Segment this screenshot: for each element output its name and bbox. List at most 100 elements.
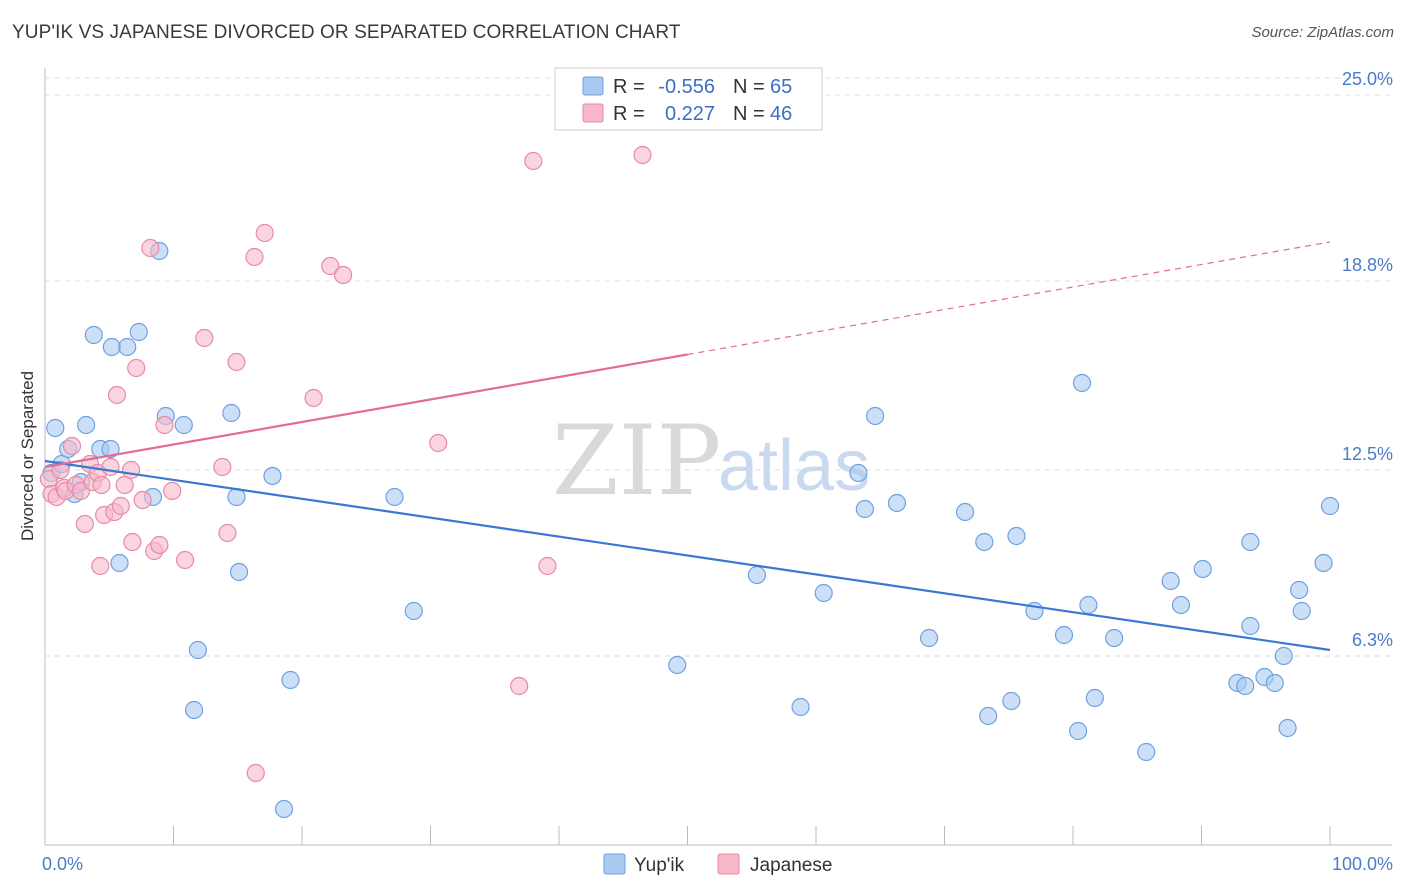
japanese-point-44 xyxy=(633,145,652,165)
legend-n-value-japanese: 46 xyxy=(770,103,792,125)
yupik-point-23 xyxy=(263,466,282,486)
yupik-point-36 xyxy=(919,628,939,648)
japanese-point-36 xyxy=(245,247,264,267)
japanese-point-6 xyxy=(62,436,82,456)
yupik-point-11 xyxy=(110,553,129,573)
yupik-point-33 xyxy=(855,499,874,519)
yupik-point-49 xyxy=(1137,742,1156,762)
japanese-point-30 xyxy=(175,550,195,570)
japanese-point-38 xyxy=(304,388,323,408)
japanese-point-39 xyxy=(321,256,340,276)
legend-swatch-japanese xyxy=(582,103,604,123)
legend-n-label-japanese: N = xyxy=(733,103,765,125)
scatter-points xyxy=(39,145,1340,819)
yupik-point-31 xyxy=(814,583,833,603)
yupik-point-17 xyxy=(174,415,193,435)
yupik-point-52 xyxy=(1193,559,1212,579)
japanese-point-34 xyxy=(227,352,246,372)
yupik-point-64 xyxy=(1320,496,1340,516)
yupik-point-61 xyxy=(1290,580,1309,600)
yupik-point-32 xyxy=(849,463,868,483)
x-tick-label-1: 100.0% xyxy=(1332,854,1393,874)
japanese-point-13 xyxy=(91,556,110,576)
bottom-legend-label-yupik: Yup'ik xyxy=(634,855,685,876)
japanese-point-22 xyxy=(123,532,142,552)
japanese-point-42 xyxy=(510,676,529,696)
japanese-trend-line-solid xyxy=(44,353,688,469)
yupik-point-35 xyxy=(887,493,907,513)
yupik-point-43 xyxy=(1054,625,1074,645)
yupik-point-63 xyxy=(1314,553,1333,573)
yupik-point-6 xyxy=(77,415,96,435)
yupik-point-37 xyxy=(955,502,975,522)
bottom-legend-swatch-yupik xyxy=(603,853,626,875)
yupik-point-56 xyxy=(1241,532,1260,552)
japanese-point-23 xyxy=(127,358,146,378)
y-tick-label-3: 25.0% xyxy=(1342,69,1393,89)
series-legend: Yup'ik Japanese xyxy=(603,853,832,876)
yupik-trend-line xyxy=(44,459,1331,652)
japanese-point-18 xyxy=(107,385,127,405)
japanese-point-41 xyxy=(429,433,448,453)
yupik-point-22 xyxy=(229,562,249,582)
japanese-point-28 xyxy=(155,415,174,435)
x-tick-label-0: 0.0% xyxy=(42,854,83,874)
yupik-point-40 xyxy=(1002,691,1021,711)
source-credit: Source: ZipAtlas.com xyxy=(1251,24,1394,41)
y-axis-title: Divorced or Separated xyxy=(18,371,37,541)
watermark: ZIP atlas xyxy=(552,405,870,517)
yupik-point-60 xyxy=(1278,718,1297,738)
yupik-point-55 xyxy=(1241,616,1260,636)
yupik-point-54 xyxy=(1236,676,1255,696)
legend-r-label-japanese: R = xyxy=(613,103,645,125)
trend-lines xyxy=(44,241,1331,652)
yupik-point-30 xyxy=(791,697,810,717)
yupik-point-45 xyxy=(1079,595,1098,615)
japanese-point-35 xyxy=(246,763,265,783)
yupik-point-48 xyxy=(1085,688,1104,708)
bottom-legend-label-japanese: Japanese xyxy=(750,855,832,876)
y-tick-labels: 6.3% 12.5% 18.8% 25.0% xyxy=(1342,69,1393,650)
yupik-point-13 xyxy=(129,322,148,342)
legend-n-label-yupik: N = xyxy=(733,76,765,98)
japanese-point-32 xyxy=(213,457,232,477)
x-axis-ticks xyxy=(44,826,1331,845)
japanese-point-29 xyxy=(163,481,182,501)
bottom-legend-swatch-japanese xyxy=(717,853,740,875)
yupik-point-9 xyxy=(101,439,120,459)
yupik-point-44 xyxy=(1069,721,1088,741)
yupik-point-7 xyxy=(84,325,103,345)
japanese-trend-line-dashed xyxy=(687,241,1331,356)
japanese-point-33 xyxy=(218,523,237,543)
watermark-zip: ZIP xyxy=(552,405,721,517)
x-tick-labels: 0.0% 100.0% xyxy=(42,854,1393,874)
japanese-point-19 xyxy=(111,496,130,516)
yupik-point-1 xyxy=(46,418,65,438)
yupik-point-41 xyxy=(1007,526,1026,546)
y-tick-label-2: 18.8% xyxy=(1342,255,1393,275)
yupik-point-62 xyxy=(1292,601,1311,621)
japanese-point-24 xyxy=(133,490,152,510)
japanese-point-16 xyxy=(101,457,120,477)
series-yupik-points xyxy=(42,241,1340,819)
legend-r-value-yupik: -0.556 xyxy=(658,76,715,98)
y-tick-label-1: 12.5% xyxy=(1342,444,1393,464)
japanese-point-25 xyxy=(141,238,160,258)
yupik-point-19 xyxy=(184,700,204,720)
yupik-point-59 xyxy=(1274,646,1293,666)
yupik-point-51 xyxy=(1171,595,1191,615)
yupik-point-20 xyxy=(222,403,241,423)
yupik-point-18 xyxy=(188,640,208,660)
yupik-point-25 xyxy=(281,670,300,690)
japanese-point-27 xyxy=(150,535,169,555)
yupik-point-10 xyxy=(102,337,121,357)
yupik-point-46 xyxy=(1105,628,1124,648)
yupik-point-50 xyxy=(1161,571,1180,591)
watermark-atlas: atlas xyxy=(718,426,870,506)
japanese-point-40 xyxy=(334,265,353,285)
japanese-point-9 xyxy=(75,514,94,534)
yupik-point-38 xyxy=(975,532,994,552)
yupik-point-12 xyxy=(118,337,137,357)
yupik-point-34 xyxy=(866,406,885,426)
